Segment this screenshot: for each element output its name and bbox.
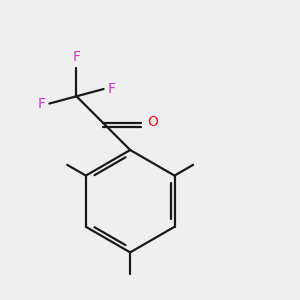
Text: F: F — [38, 97, 45, 111]
Text: F: F — [108, 82, 116, 96]
Text: F: F — [73, 50, 80, 64]
Text: O: O — [147, 116, 158, 130]
